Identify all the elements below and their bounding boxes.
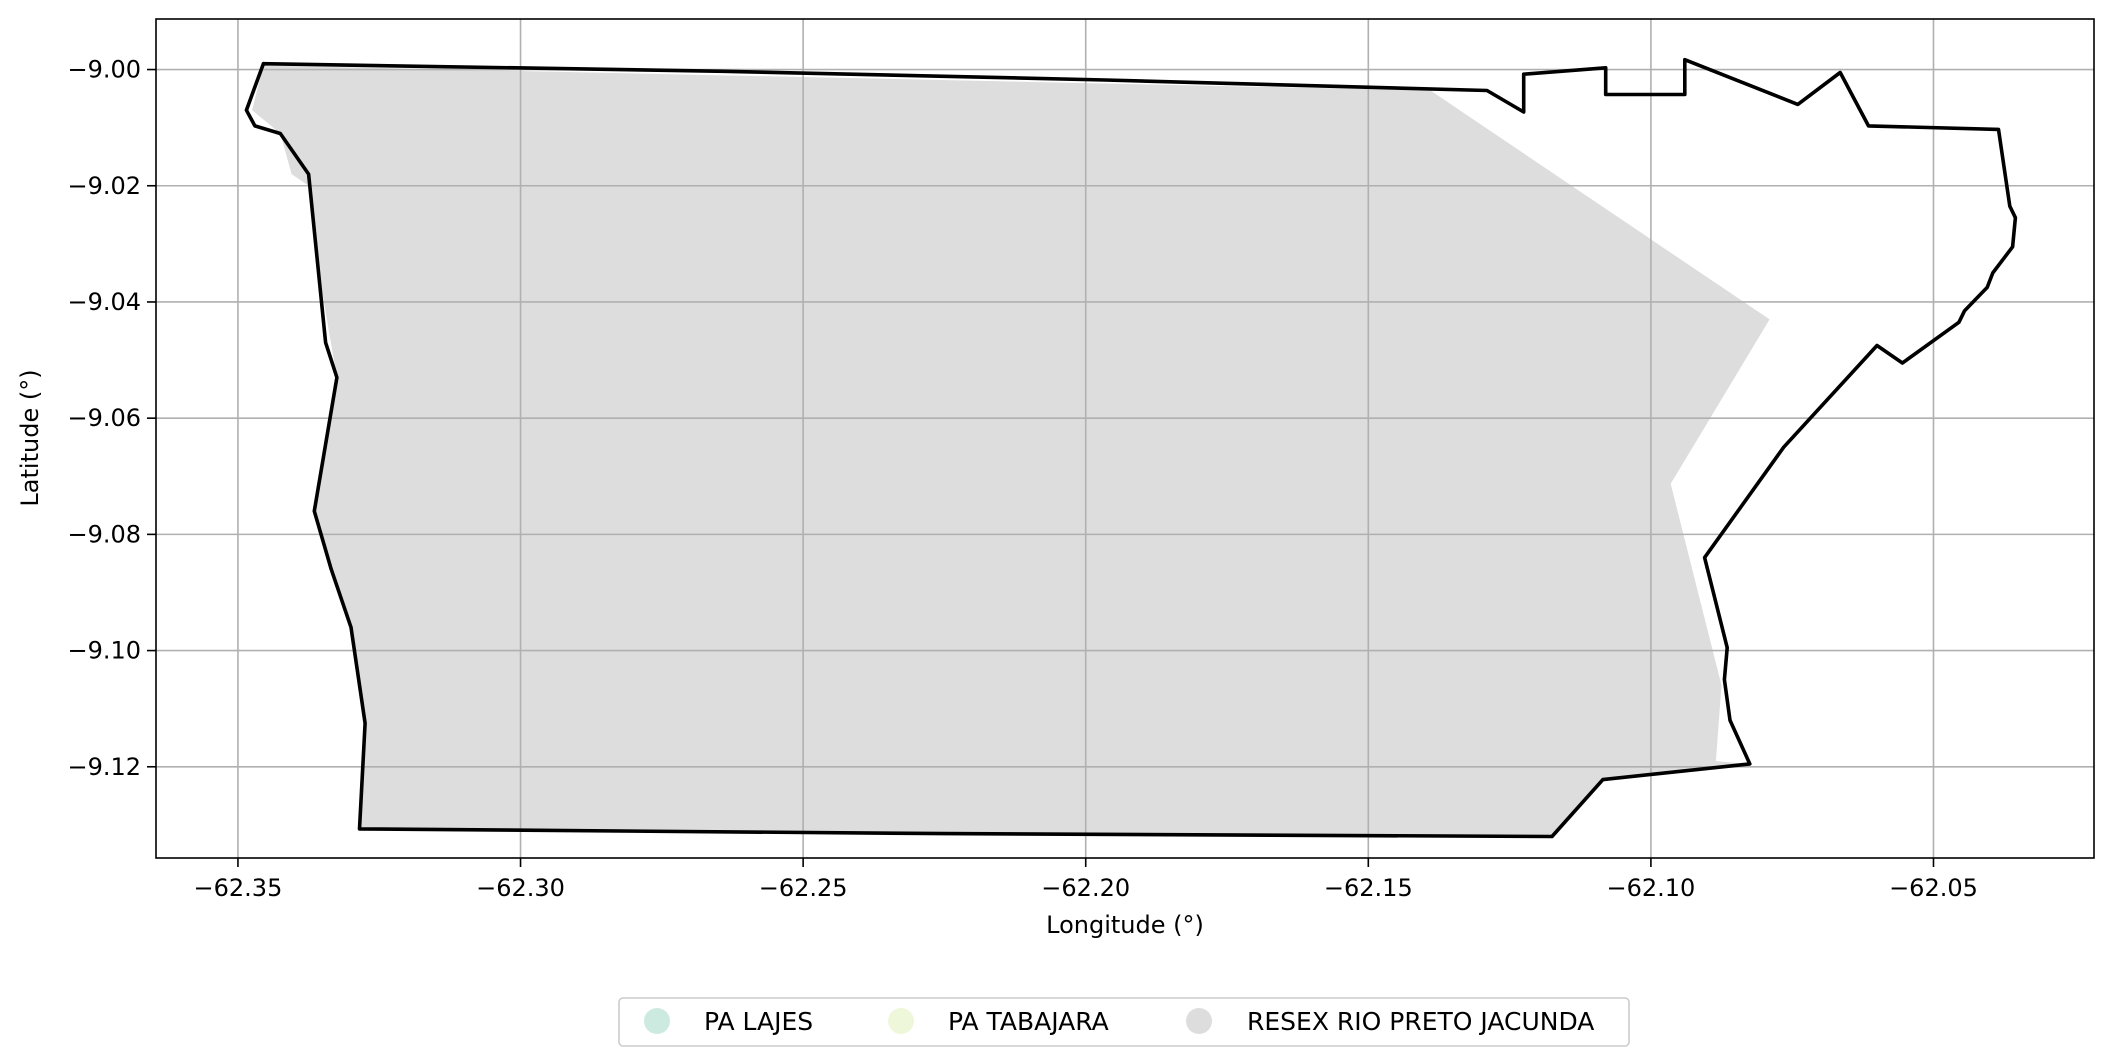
grid-lines bbox=[156, 19, 2094, 858]
x-tick-label: −62.10 bbox=[1606, 874, 1695, 902]
x-tick-label: −62.35 bbox=[194, 874, 283, 902]
legend-label: PA TABAJARA bbox=[948, 1007, 1109, 1036]
legend-label: RESEX RIO PRETO JACUNDA bbox=[1247, 1007, 1594, 1036]
y-axis-ticks: −9.00 −9.02 −9.04 −9.06 −9.08 −9.10 −9.12 bbox=[67, 56, 156, 781]
x-tick-label: −62.20 bbox=[1041, 874, 1130, 902]
resex-region-fill bbox=[252, 65, 1770, 837]
x-tick-label: −62.30 bbox=[476, 874, 565, 902]
resex-region-layer bbox=[252, 65, 1770, 837]
legend-marker bbox=[888, 1008, 914, 1034]
legend-marker bbox=[1186, 1008, 1212, 1034]
y-tick-label: −9.08 bbox=[67, 520, 141, 548]
y-tick-label: −9.04 bbox=[67, 288, 141, 316]
y-tick-label: −9.10 bbox=[67, 637, 141, 665]
x-tick-label: −62.05 bbox=[1889, 874, 1978, 902]
y-tick-label: −9.00 bbox=[67, 56, 141, 84]
legend-frame bbox=[618, 997, 1630, 1047]
y-axis-label: Latitude (°) bbox=[16, 369, 44, 506]
x-axis-ticks: −62.35 −62.30 −62.25 −62.20 −62.15 −62.10 −62.… bbox=[194, 858, 1978, 902]
y-tick-label: −9.06 bbox=[67, 404, 141, 432]
x-axis-label: Longitude (°) bbox=[1046, 911, 1204, 939]
legend-marker bbox=[644, 1008, 670, 1034]
reserve-boundary-line bbox=[244, 57, 2018, 839]
plot-frame bbox=[155, 18, 2095, 859]
legend: PA LAJES PA TABAJARA RESEX RIO PRETO JACUN… bbox=[618, 997, 1630, 1047]
y-tick-label: −9.02 bbox=[67, 172, 141, 200]
x-tick-label: −62.15 bbox=[1324, 874, 1413, 902]
boundary-layer bbox=[244, 57, 2018, 839]
y-tick-label: −9.12 bbox=[67, 753, 141, 781]
x-tick-label: −62.25 bbox=[759, 874, 848, 902]
legend-label: PA LAJES bbox=[704, 1007, 813, 1036]
